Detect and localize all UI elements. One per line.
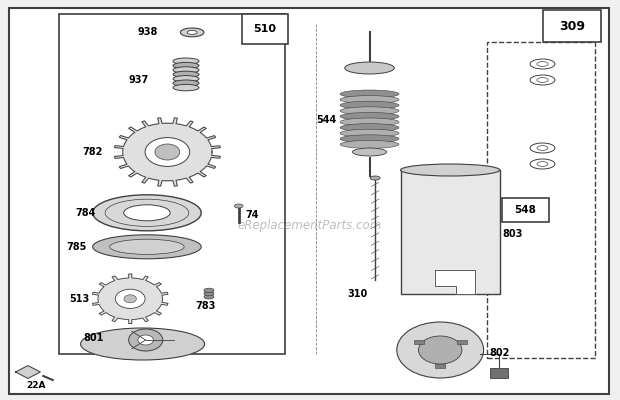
Ellipse shape [173,58,199,64]
Bar [502,198,549,222]
Text: 782: 782 [82,147,102,157]
Ellipse shape [173,84,199,91]
Circle shape [418,336,462,364]
Text: 784: 784 [76,208,96,218]
Text: 310: 310 [347,289,368,299]
Ellipse shape [173,71,199,78]
Bar [401,170,500,294]
Text: 548: 548 [515,205,536,215]
Text: 802: 802 [490,348,510,358]
Ellipse shape [138,335,154,345]
Ellipse shape [204,291,214,296]
Polygon shape [435,270,475,294]
Bar [242,14,288,44]
Circle shape [124,295,136,303]
Ellipse shape [173,76,199,82]
Text: 938: 938 [138,27,158,37]
Circle shape [145,138,190,166]
Ellipse shape [81,328,205,360]
Ellipse shape [187,30,197,34]
Ellipse shape [340,112,399,120]
Ellipse shape [340,101,399,109]
Ellipse shape [93,235,201,259]
Ellipse shape [173,80,199,86]
Text: eReplacementParts.com: eReplacementParts.com [238,220,382,232]
Ellipse shape [370,176,380,180]
Ellipse shape [340,90,399,98]
Ellipse shape [340,118,399,126]
Ellipse shape [204,294,214,299]
Text: 309: 309 [559,20,585,32]
Bar [59,14,285,354]
Text: 783: 783 [195,301,216,311]
Ellipse shape [345,62,394,74]
Bar [457,340,467,344]
Ellipse shape [340,124,399,132]
Bar [435,364,445,368]
Circle shape [155,144,180,160]
Ellipse shape [123,205,170,221]
Ellipse shape [340,96,399,104]
Ellipse shape [129,329,163,351]
Bar [542,10,601,42]
Ellipse shape [340,107,399,115]
Ellipse shape [173,62,199,69]
Ellipse shape [340,129,399,137]
Ellipse shape [340,135,399,143]
Text: 22A: 22A [27,381,46,390]
Ellipse shape [93,195,201,231]
Ellipse shape [340,140,399,148]
Text: 785: 785 [66,242,87,252]
Text: 74: 74 [245,210,259,220]
Bar [490,368,508,378]
Ellipse shape [110,239,184,254]
Circle shape [115,289,145,308]
Ellipse shape [204,288,214,293]
Ellipse shape [180,28,204,37]
Ellipse shape [401,164,500,176]
Text: 510: 510 [254,24,277,34]
Polygon shape [92,274,168,324]
Text: 803: 803 [502,229,523,239]
Polygon shape [115,118,220,186]
Bar [414,340,423,344]
Text: 513: 513 [69,294,90,304]
Ellipse shape [234,204,243,208]
Text: 937: 937 [128,75,149,85]
Ellipse shape [352,148,387,156]
Circle shape [397,322,484,378]
Text: 544: 544 [316,115,336,125]
Polygon shape [16,366,40,378]
Bar [487,42,595,358]
Ellipse shape [173,67,199,73]
Text: 801: 801 [84,333,104,343]
